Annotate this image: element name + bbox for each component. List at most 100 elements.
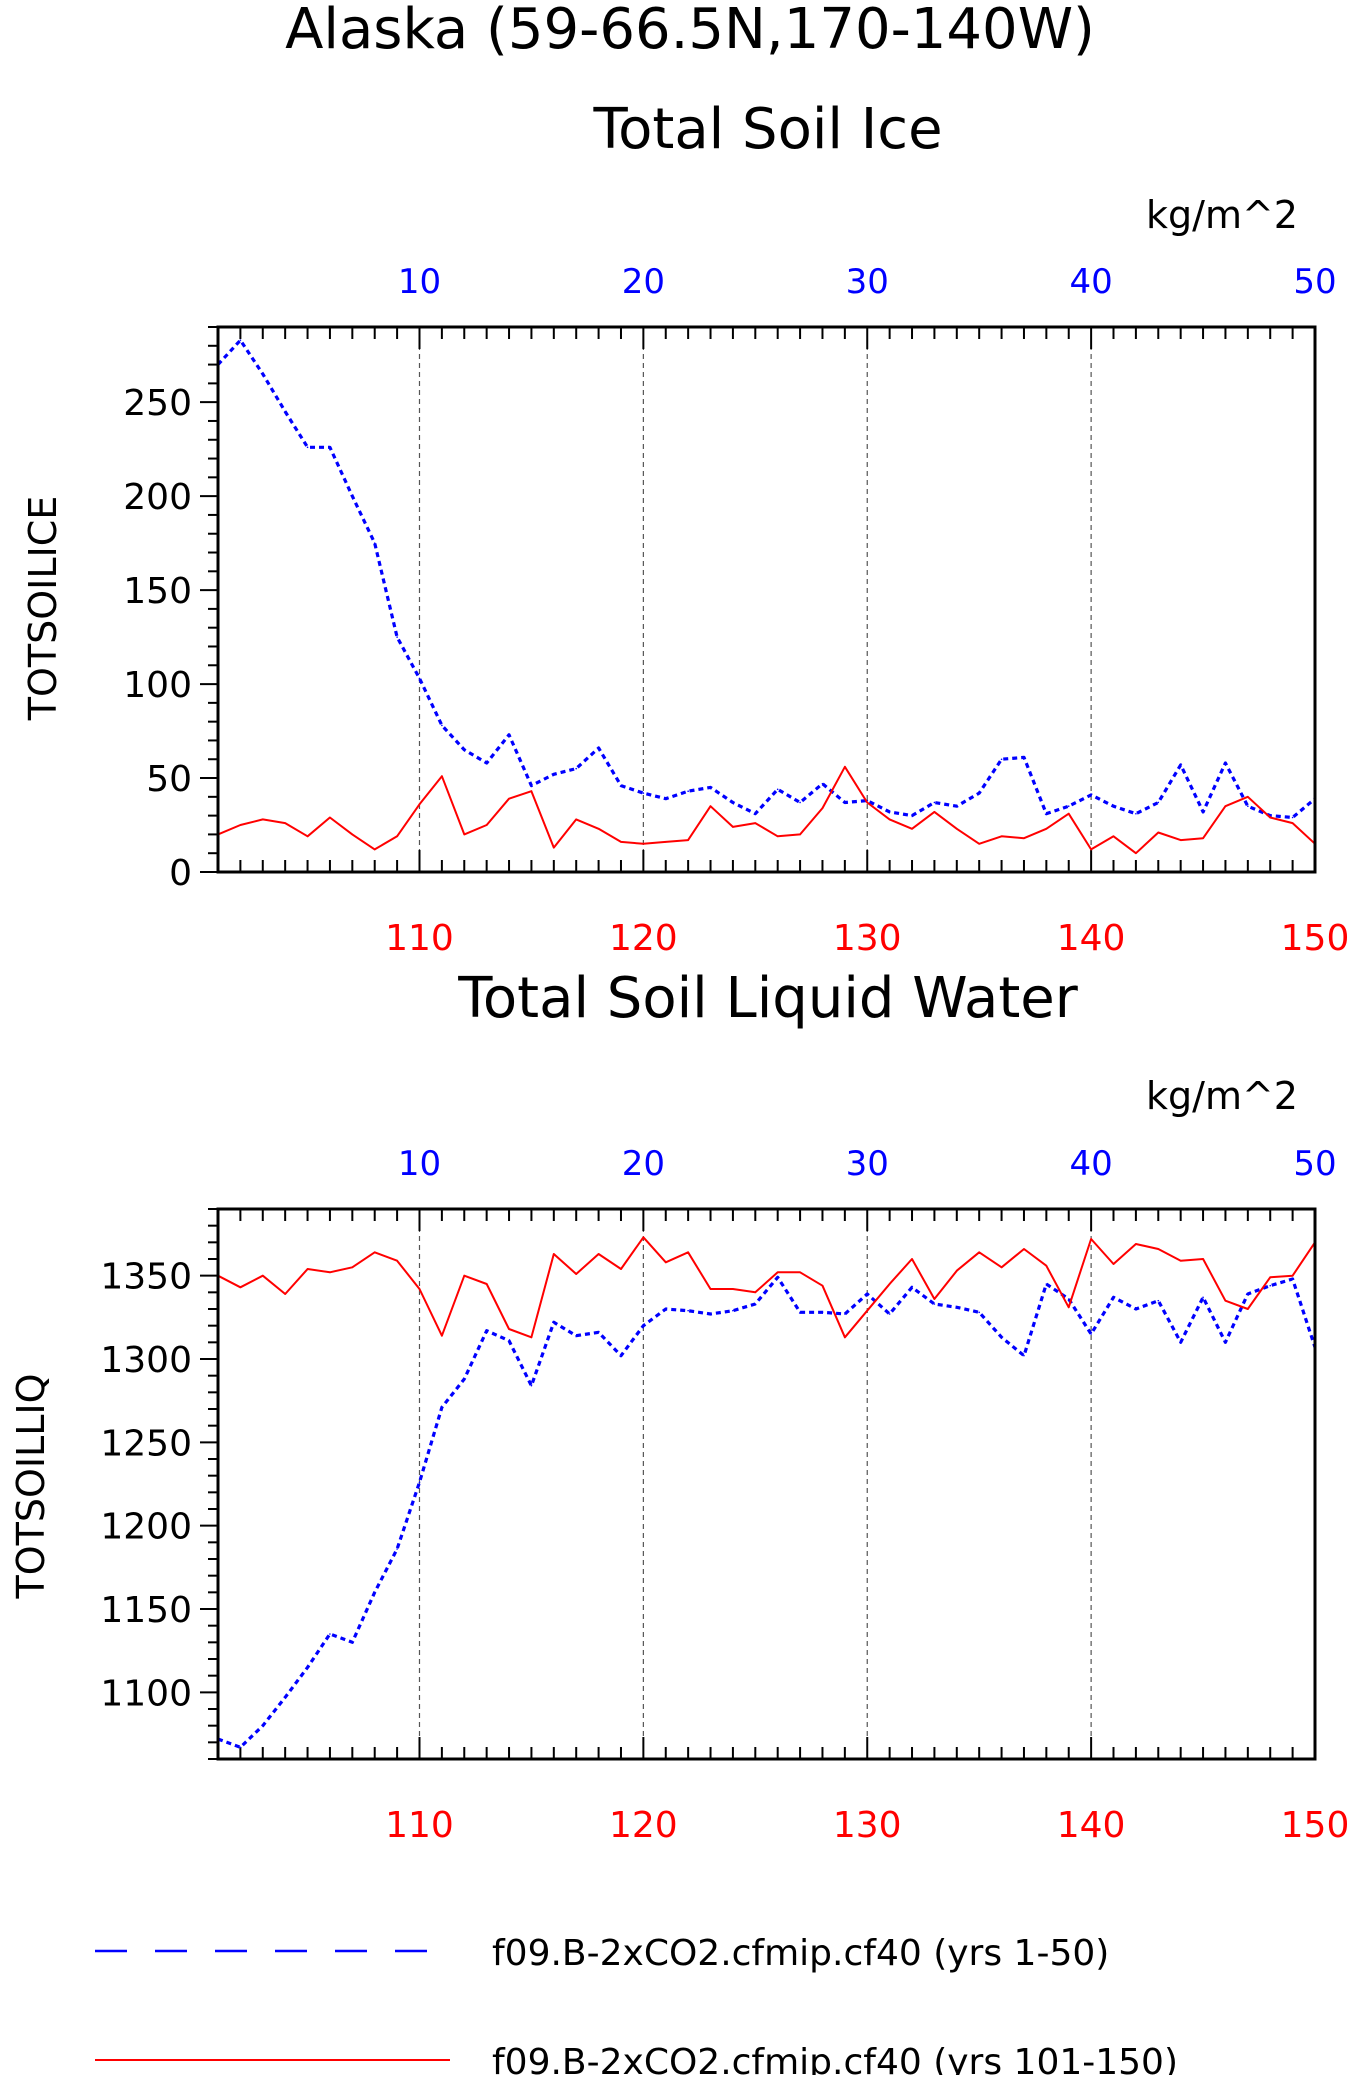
bottom-tick-label: 150 <box>1281 918 1350 959</box>
data-point <box>933 801 936 804</box>
data-point <box>530 1384 533 1387</box>
data-point <box>1202 811 1204 813</box>
data-point <box>485 824 488 826</box>
data-point <box>1247 1293 1249 1295</box>
data-point <box>1179 1341 1182 1344</box>
data-point <box>418 677 421 680</box>
data-point <box>373 848 376 851</box>
data-point <box>441 1334 443 1337</box>
data-point <box>664 841 667 843</box>
data-point <box>1224 1299 1227 1302</box>
data-point <box>1269 1276 1272 1279</box>
data-point <box>261 1274 264 1277</box>
data-point <box>821 807 824 809</box>
data-point <box>911 1258 913 1260</box>
top-tick-label: 20 <box>622 1144 665 1184</box>
data-point <box>396 636 398 638</box>
data-point <box>866 1309 869 1312</box>
data-point <box>1112 805 1115 808</box>
data-point <box>1202 1258 1204 1260</box>
data-point <box>485 1329 488 1332</box>
data-point <box>306 1268 309 1270</box>
bottom-tick-label: 120 <box>609 918 678 959</box>
data-point <box>844 801 846 804</box>
bottom-tick-label: 150 <box>1281 1805 1350 1846</box>
top-tick-label: 20 <box>622 262 665 302</box>
data-point <box>978 792 980 794</box>
bottom-tick-label: 140 <box>1057 1805 1126 1846</box>
top-tick-label: 10 <box>398 262 441 302</box>
data-point <box>709 1313 712 1315</box>
data-point <box>1090 1238 1092 1240</box>
data-point <box>1090 794 1092 796</box>
y-tick-label: 0 <box>169 853 192 894</box>
data-point <box>396 1548 398 1550</box>
data-point <box>418 1481 421 1484</box>
data-point <box>1045 1264 1048 1267</box>
data-point <box>732 826 734 828</box>
data-point <box>754 1303 757 1305</box>
data-point <box>1045 812 1048 815</box>
data-point <box>306 835 309 838</box>
data-point <box>239 1746 242 1749</box>
data-point <box>620 841 622 843</box>
data-point <box>709 786 712 789</box>
data-point <box>687 839 689 841</box>
data-point <box>776 788 779 791</box>
data-point <box>776 1276 779 1279</box>
data-point <box>911 1286 913 1289</box>
bottom-tick-label: 140 <box>1057 918 1126 959</box>
data-point <box>1135 852 1137 855</box>
data-point <box>866 1293 869 1295</box>
y-tick-label: 100 <box>123 665 192 706</box>
data-point <box>351 833 354 836</box>
bottom-tick-label: 130 <box>833 1805 902 1846</box>
data-point <box>821 1311 824 1314</box>
data-point <box>530 1336 533 1339</box>
data-point <box>597 1331 600 1334</box>
data-point <box>553 846 555 849</box>
data-point <box>329 1633 331 1635</box>
data-point <box>1067 805 1070 808</box>
units-label: kg/m^2 <box>1146 1074 1298 1118</box>
data-point <box>239 339 242 341</box>
data-point <box>261 373 264 375</box>
data-point <box>553 1253 555 1255</box>
data-point <box>978 843 980 845</box>
data-point <box>754 812 757 815</box>
top-tick-label: 50 <box>1293 1144 1336 1184</box>
data-point <box>955 1269 958 1272</box>
data-point <box>933 1303 936 1305</box>
data-point <box>508 797 510 800</box>
data-point <box>530 790 533 792</box>
y-tick-label: 1200 <box>100 1507 192 1548</box>
data-point <box>284 822 286 824</box>
data-point <box>642 843 645 845</box>
data-point <box>1202 1296 1204 1299</box>
data-point <box>1023 837 1025 839</box>
data-point <box>508 1328 510 1330</box>
data-point <box>553 1321 555 1324</box>
y-axis-label: TOTSOILICE <box>21 496 65 722</box>
data-point <box>306 446 309 449</box>
data-point <box>575 767 578 770</box>
series-line-yrs-1-50 <box>216 338 1317 820</box>
y-tick-label: 1100 <box>100 1673 192 1714</box>
data-point <box>1179 1259 1182 1262</box>
data-point <box>732 1309 734 1312</box>
data-point <box>799 1311 801 1314</box>
data-point <box>978 1311 980 1314</box>
data-point <box>664 797 667 800</box>
data-point <box>329 816 331 819</box>
data-point <box>1135 1243 1137 1245</box>
data-point <box>1247 796 1249 798</box>
data-point <box>620 1268 622 1270</box>
data-point <box>709 1288 712 1290</box>
data-point <box>485 762 488 764</box>
data-point <box>687 1251 689 1254</box>
data-point <box>664 1308 667 1310</box>
data-point <box>1157 801 1160 804</box>
series-line-yrs-101-150 <box>217 1236 1316 1339</box>
data-point <box>1269 1284 1272 1287</box>
bottom-tick-label: 130 <box>833 918 902 959</box>
